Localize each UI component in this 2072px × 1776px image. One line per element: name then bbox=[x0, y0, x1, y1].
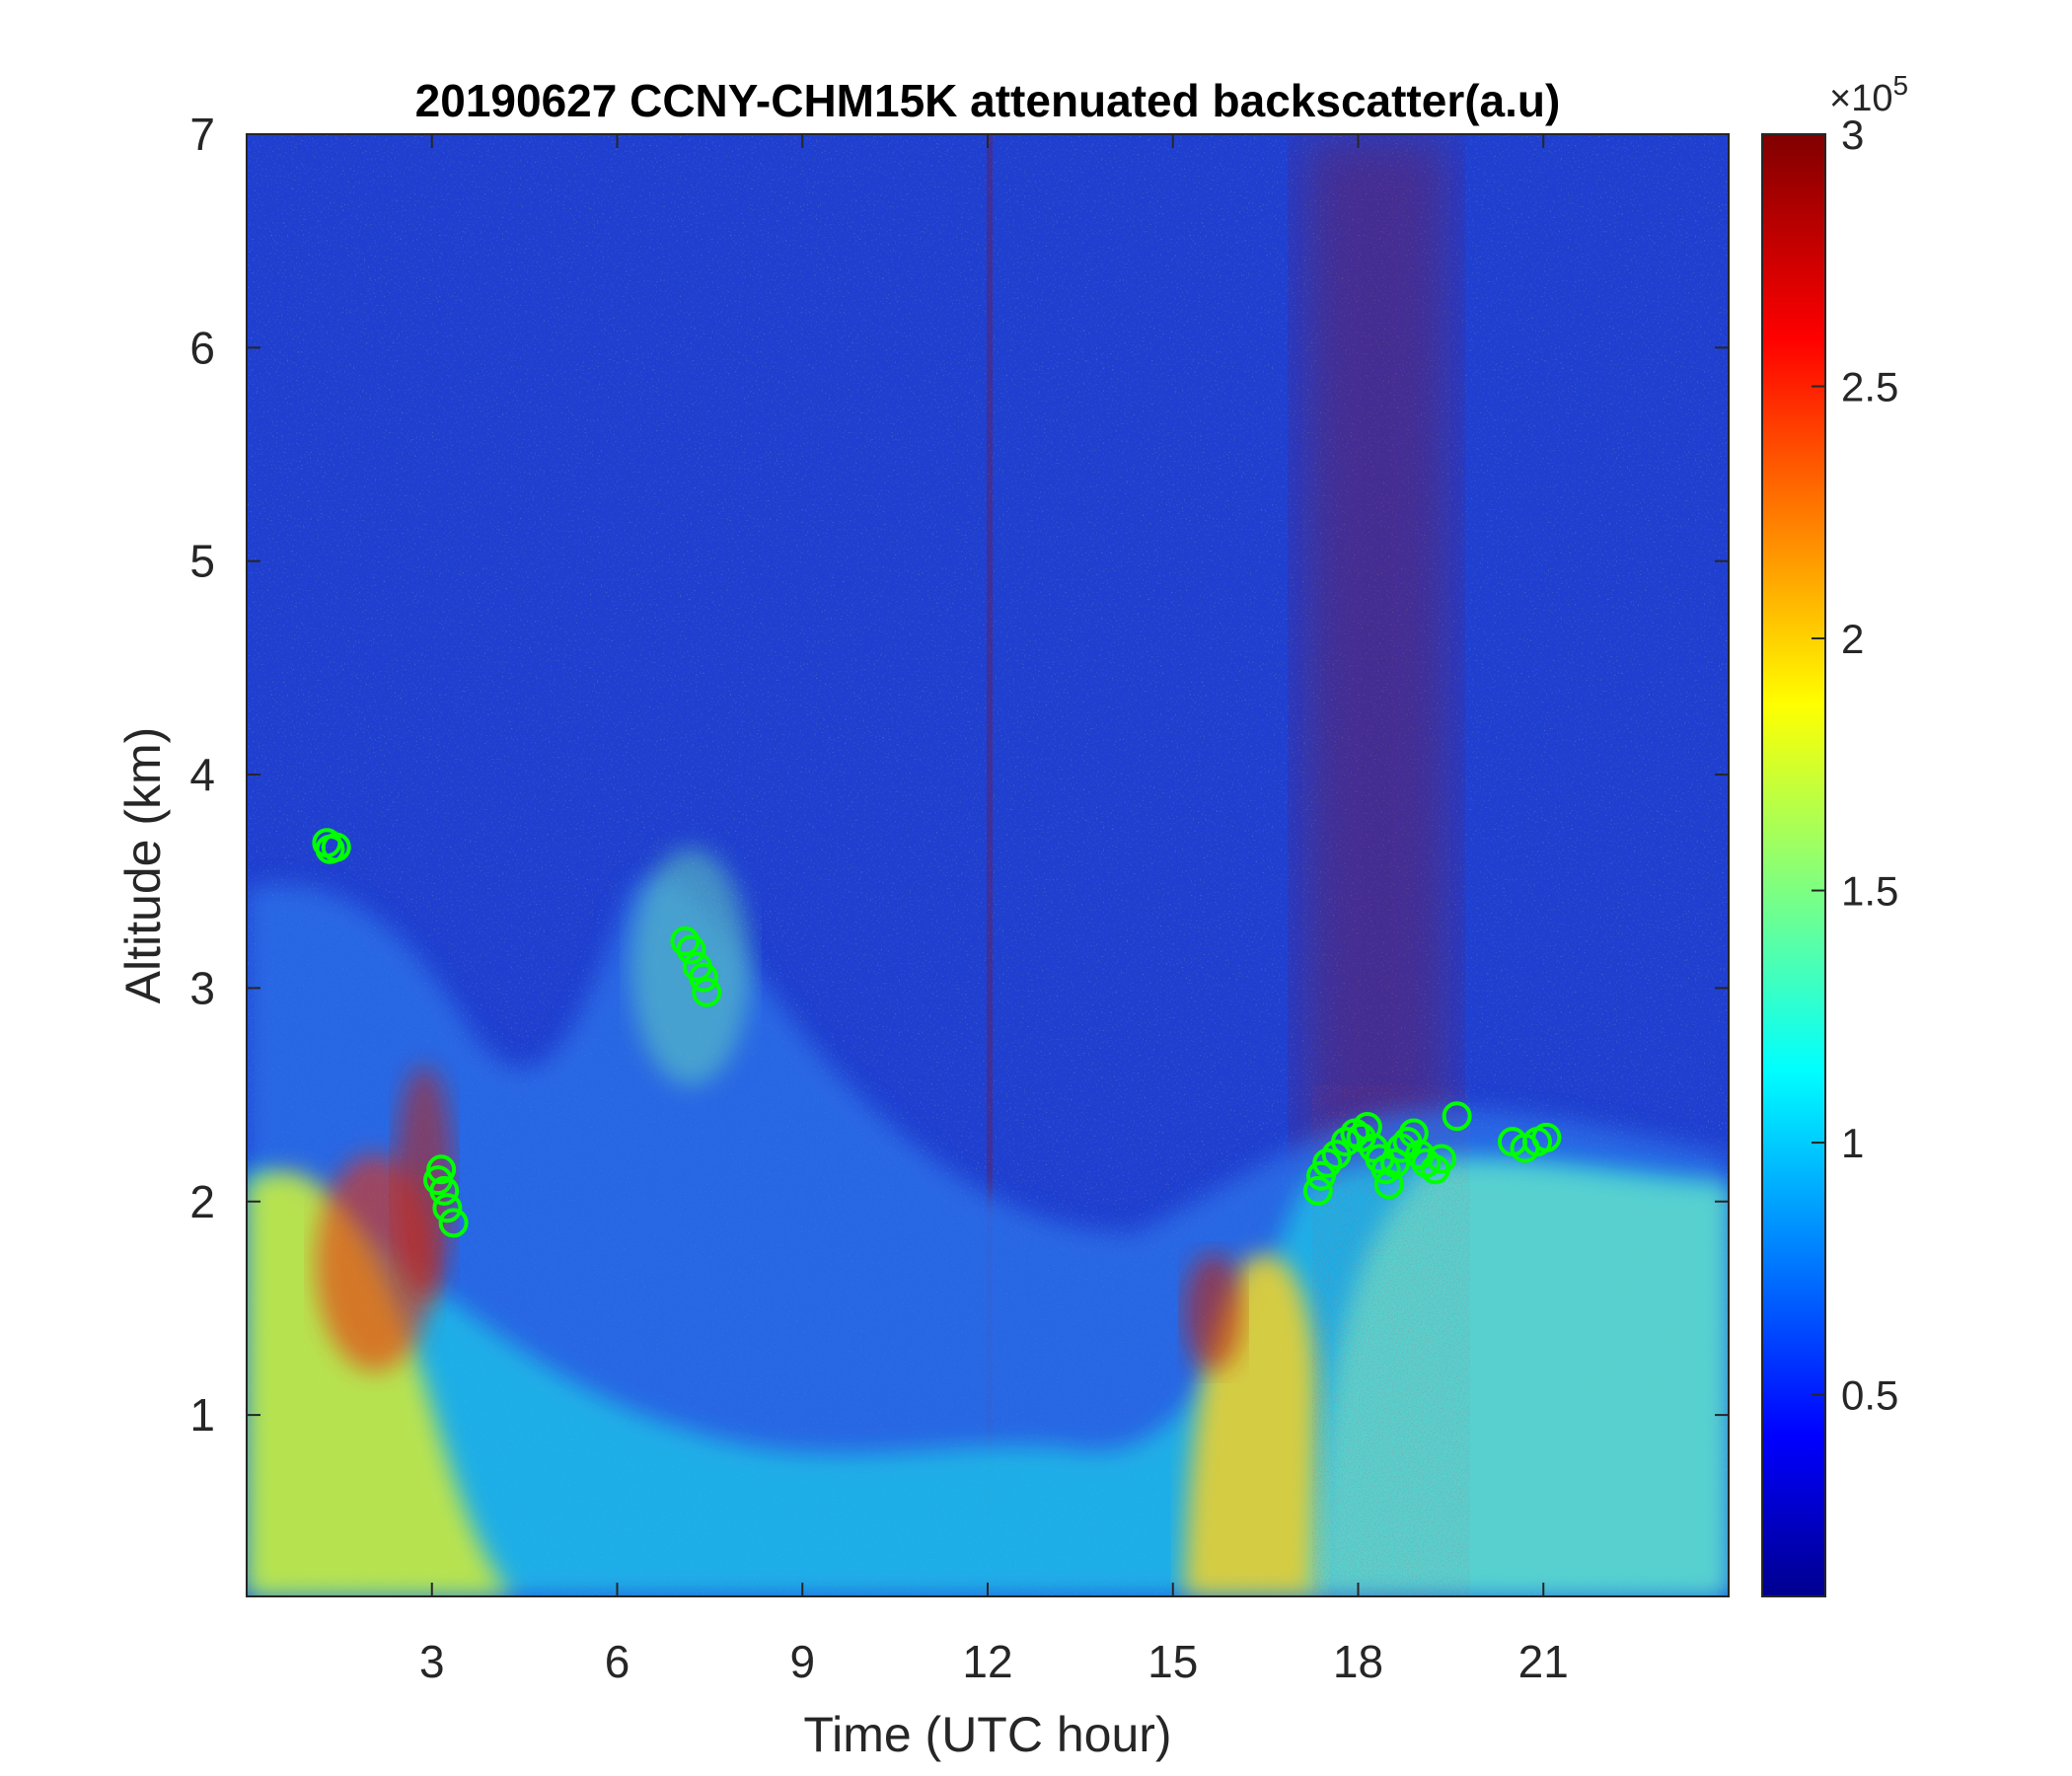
cloud-marker bbox=[689, 962, 719, 993]
aerosol-layers bbox=[247, 134, 1729, 1596]
x-tick-label: 21 bbox=[1518, 1636, 1569, 1687]
cloud-marker bbox=[1442, 1101, 1472, 1132]
colorbar-ramp bbox=[1761, 133, 1826, 1597]
y-tick-label: 1 bbox=[189, 1389, 215, 1441]
cloud-marker bbox=[321, 832, 351, 862]
x-tick-label: 12 bbox=[962, 1636, 1012, 1687]
cloud-marker bbox=[692, 977, 722, 1007]
colorbar-tick-label: 3 bbox=[1841, 111, 1864, 158]
cloud-detection-markers bbox=[312, 828, 1562, 1238]
cloud-marker bbox=[670, 925, 701, 956]
x-tick-label: 3 bbox=[419, 1636, 445, 1687]
cloud-marker bbox=[1330, 1127, 1361, 1157]
colorbar-tick-label: 1 bbox=[1841, 1120, 1864, 1166]
cloud-marker bbox=[423, 1165, 454, 1196]
cloud-marker bbox=[676, 934, 706, 965]
colorbar-exponent: ×105 bbox=[1829, 70, 1908, 119]
cloud-marker bbox=[1426, 1144, 1456, 1174]
y-tick-label: 3 bbox=[189, 962, 215, 1013]
colorbar-exponent-power: 5 bbox=[1892, 70, 1908, 101]
y-tick-label: 5 bbox=[189, 536, 215, 587]
y-axis-ticks: 1 2 3 4 5 6 7 bbox=[189, 109, 1729, 1441]
cloud-marker bbox=[1405, 1140, 1436, 1170]
y-tick-label: 2 bbox=[189, 1176, 215, 1227]
x-axis-ticks: 3 6 9 12 15 18 21 bbox=[419, 134, 1569, 1687]
y-tick-label: 6 bbox=[189, 322, 215, 373]
x-tick-label: 6 bbox=[605, 1636, 630, 1687]
x-axis-label: Time (UTC hour) bbox=[803, 1707, 1171, 1762]
x-tick-label: 15 bbox=[1147, 1636, 1198, 1687]
cloud-marker bbox=[438, 1208, 469, 1238]
colorbar-tick-label: 0.5 bbox=[1841, 1372, 1898, 1419]
cloud-marker bbox=[1373, 1169, 1404, 1200]
y-tick-label: 7 bbox=[189, 109, 215, 160]
y-tick-label: 4 bbox=[189, 749, 215, 800]
cloud-marker bbox=[1352, 1112, 1382, 1143]
colorbar-ticks: 0.5 1 1.5 2 2.5 3 bbox=[1812, 111, 1898, 1419]
colorbar-tick-label: 2 bbox=[1841, 616, 1864, 662]
colorbar-tick-label: 2.5 bbox=[1841, 364, 1898, 410]
cloud-marker bbox=[432, 1193, 463, 1223]
colorbar-tick-label: 1.5 bbox=[1841, 868, 1898, 915]
cloud-marker bbox=[1302, 1175, 1333, 1206]
cloud-marker bbox=[1312, 1147, 1343, 1178]
x-tick-label: 18 bbox=[1333, 1636, 1383, 1687]
colorbar: 0.5 1 1.5 2 2.5 3 ×105 bbox=[1761, 70, 1908, 1597]
cloud-marker bbox=[1398, 1118, 1429, 1148]
plot-area bbox=[247, 134, 1729, 1596]
y-axis-label: Altitude (km) bbox=[115, 727, 171, 1004]
colorbar-exponent-base: ×10 bbox=[1829, 78, 1892, 119]
chart-title: 20190627 CCNY-CHM15K attenuated backscat… bbox=[415, 75, 1561, 126]
cloud-marker bbox=[1531, 1122, 1562, 1152]
x-tick-label: 9 bbox=[789, 1636, 815, 1687]
